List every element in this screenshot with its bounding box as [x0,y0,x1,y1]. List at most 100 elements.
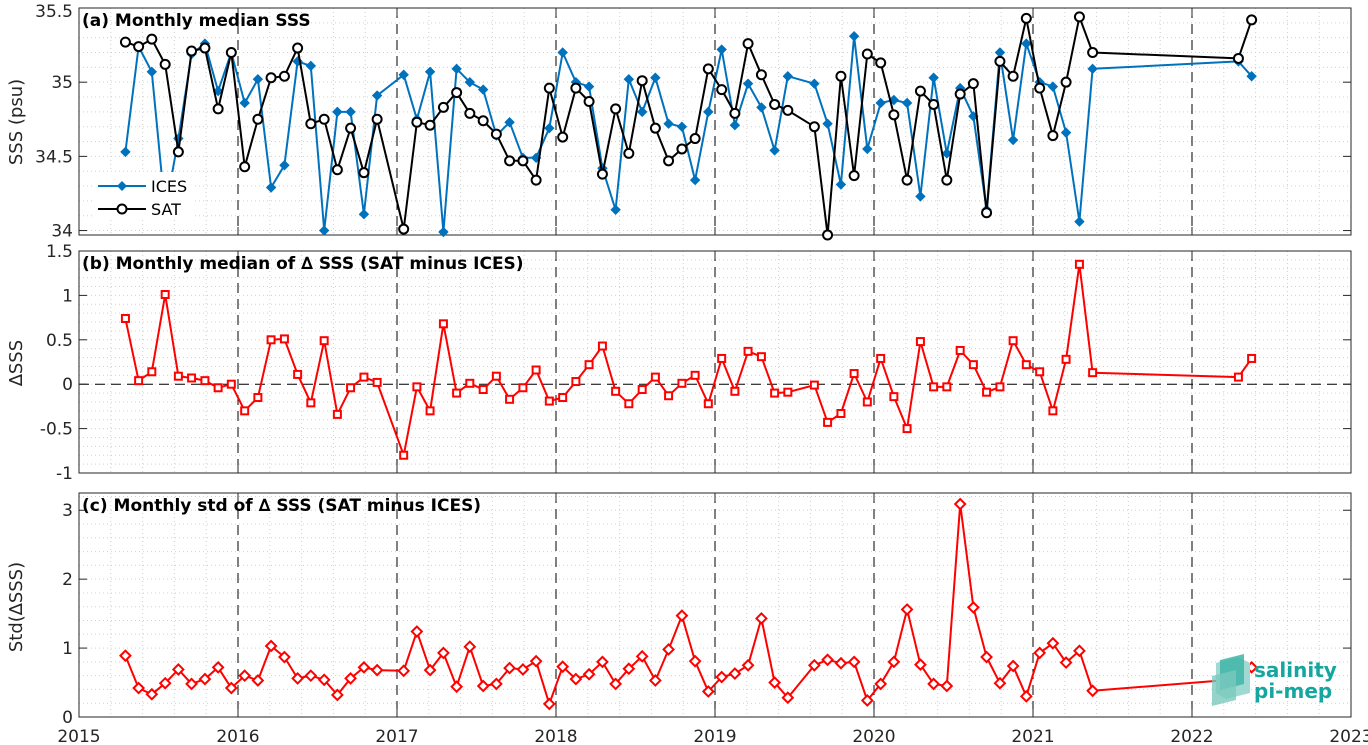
data-point [650,72,661,83]
data-point [505,394,515,404]
data-point [741,658,755,672]
data-point [253,393,263,403]
data-point [266,335,276,345]
data-point [171,663,185,676]
data-point [304,669,318,683]
data-point [623,74,635,85]
data-point [212,85,224,97]
y-tick-label: 35 [51,73,73,93]
data-point [410,625,424,638]
data-point [729,107,741,119]
data-point [900,603,914,616]
data-point [636,106,648,118]
data-point [451,87,463,99]
data-point [1087,47,1099,59]
data-point [570,82,582,94]
data-point [888,109,900,121]
data-point [530,174,542,186]
legend-ices-label: ICES [151,177,187,196]
data-point [848,30,860,42]
data-point [200,376,210,386]
x-tick-label: 2015 [57,727,100,745]
data-point [437,101,449,113]
data-point [728,667,742,680]
data-point [147,367,157,377]
legend-sat-label: SAT [151,200,181,219]
data-point [717,353,727,363]
data-point [265,72,277,84]
data-point [875,97,886,109]
data-point [1074,216,1085,227]
data-point [238,669,252,683]
data-point [782,71,794,82]
data-point [730,386,740,396]
legend: ICES SAT [94,172,194,220]
panel-b: -1 -0.5 0 0.5 1 1.5 [40,242,1352,484]
data-point [224,681,238,695]
data-point [1086,684,1100,698]
x-tick-label: 2022 [1170,727,1213,745]
data-point [119,649,132,663]
data-point [239,97,250,109]
data-point [120,146,131,158]
data-point [556,660,570,674]
data-point [649,122,661,134]
data-point [463,640,477,654]
data-point [306,398,316,408]
grid [79,493,1351,718]
data-point [874,677,888,691]
panel-a-ylabel: SSS (psu) [6,79,27,165]
data-point [822,229,834,241]
data-point [901,97,913,109]
data-point [503,661,516,675]
data-point [1007,134,1019,146]
data-point [1019,689,1033,703]
data-point [438,319,448,329]
data-point [609,677,623,691]
data-point [1059,656,1073,669]
data-point [1007,70,1019,82]
data-point [966,600,980,614]
data-point [199,42,211,54]
data-point [981,207,993,219]
data-point [927,677,941,691]
data-point [915,191,926,202]
data-point [278,650,291,664]
x-tick-label: 2016 [216,727,259,745]
data-point [318,113,330,125]
data-point [489,677,503,691]
data-point [490,128,502,140]
y-tick-label: 1 [62,286,73,306]
data-point [636,75,648,87]
data-point [464,76,476,88]
data-point [279,160,290,171]
data-point [357,660,371,674]
data-point [876,353,886,363]
salinity-pi-mep-logo: salinity pi-mep [1212,654,1337,706]
data-point [583,81,595,92]
series-line [124,263,1253,457]
data-point [317,673,331,687]
data-point [132,681,146,695]
data-point [703,106,714,118]
data-point [995,382,1005,392]
data-point [902,424,912,434]
data-point [637,385,647,395]
x-tick-label: 2021 [1011,727,1054,745]
data-point [120,313,130,323]
data-point [860,694,874,707]
data-point [372,377,382,387]
data-point [1247,353,1257,363]
data-point [676,121,688,132]
data-point [980,650,993,664]
x-tick-label: 2017 [375,727,418,745]
data-point [755,69,767,81]
data-point [1073,11,1085,23]
data-point [836,409,846,419]
data-point [531,365,541,375]
data-point [1021,360,1031,370]
data-point [624,399,634,409]
y-tick-label: -0.5 [40,420,73,440]
data-point [1021,38,1032,49]
data-point [1047,81,1059,92]
